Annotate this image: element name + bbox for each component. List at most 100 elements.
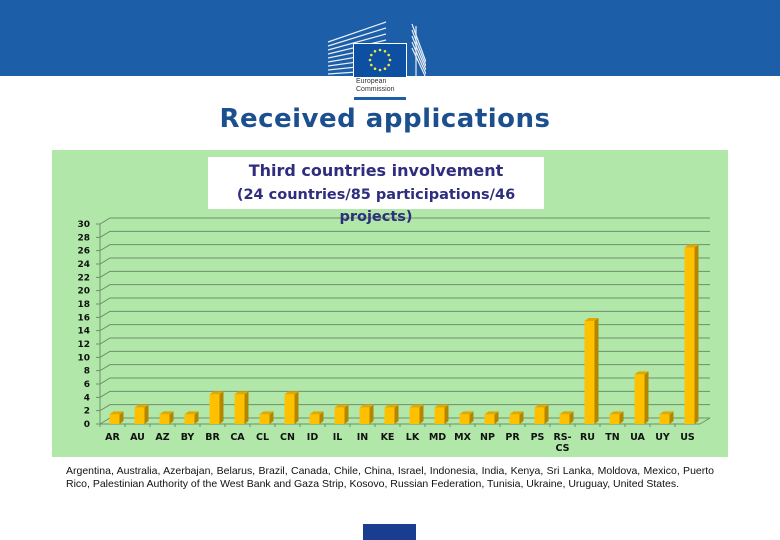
gridline bbox=[96, 350, 710, 358]
bar-ru bbox=[584, 321, 595, 424]
y-tick-label: 10 bbox=[77, 353, 90, 363]
bar-side bbox=[419, 404, 424, 424]
y-tick-label: 16 bbox=[77, 313, 90, 323]
gridline bbox=[96, 364, 710, 372]
eu-flag-icon bbox=[327, 21, 427, 100]
gridline bbox=[96, 270, 710, 278]
y-tick-label: 22 bbox=[77, 273, 90, 283]
chart-title: Third countries involvement bbox=[248, 161, 504, 180]
gridline bbox=[96, 377, 710, 385]
bar-top bbox=[184, 411, 199, 415]
gridline bbox=[96, 337, 710, 345]
bar-top bbox=[484, 411, 499, 415]
x-tick-label: PS bbox=[531, 432, 545, 443]
country-list-footnote: Argentina, Australia, Azerbajan, Belarus… bbox=[66, 465, 714, 490]
bar-side bbox=[319, 411, 324, 424]
x-tick-label: MD bbox=[429, 432, 446, 443]
bar-in bbox=[359, 407, 370, 424]
bar-top bbox=[559, 411, 574, 415]
y-tick-label: 20 bbox=[77, 287, 90, 297]
bar-by bbox=[184, 414, 195, 424]
bar-cl bbox=[259, 414, 270, 424]
bar-ua bbox=[634, 374, 645, 424]
x-tick-label: UA bbox=[630, 432, 645, 443]
bar-ke bbox=[384, 407, 395, 424]
y-tick-label: 24 bbox=[77, 260, 90, 270]
bar-side bbox=[469, 411, 474, 424]
bar-top bbox=[534, 404, 549, 408]
bar-top bbox=[584, 318, 599, 321]
bar-us bbox=[684, 247, 695, 424]
bar-br bbox=[209, 394, 220, 424]
y-tick-label: 4 bbox=[84, 393, 90, 403]
bar-side bbox=[244, 391, 249, 424]
bar-side bbox=[444, 404, 449, 424]
bar-ps bbox=[534, 407, 545, 424]
bar-np bbox=[484, 414, 495, 424]
bar-top bbox=[284, 391, 299, 395]
bar-side bbox=[144, 404, 149, 424]
bar-top bbox=[634, 371, 649, 375]
bar-side bbox=[344, 404, 349, 424]
chart-subtitle: (24 countries/85 participations/46 proje… bbox=[236, 187, 516, 225]
bar-side bbox=[269, 411, 274, 424]
bar-side bbox=[619, 411, 624, 424]
bar-side bbox=[194, 411, 199, 424]
bar-side bbox=[669, 411, 674, 424]
bar-side bbox=[294, 391, 299, 424]
x-tick-label: RU bbox=[580, 432, 595, 443]
bar-top bbox=[309, 411, 324, 415]
x-tick-label: BY bbox=[181, 432, 195, 443]
x-tick-label: ID bbox=[307, 432, 319, 443]
x-tick-label: UY bbox=[655, 432, 670, 443]
bar-top bbox=[459, 411, 474, 415]
bar-pr bbox=[509, 414, 520, 424]
bar-top bbox=[684, 244, 699, 248]
bar-top bbox=[234, 391, 249, 395]
bar-side bbox=[544, 404, 549, 424]
bar-top bbox=[609, 411, 624, 415]
bar-ar bbox=[109, 414, 120, 424]
bar-top bbox=[159, 411, 174, 415]
logo-text-line1: European bbox=[356, 78, 387, 85]
bar-side bbox=[219, 391, 224, 424]
gridline bbox=[96, 324, 710, 332]
gridline bbox=[96, 257, 710, 265]
x-tick-label: AU bbox=[130, 432, 145, 443]
x-tick-label: MX bbox=[454, 432, 471, 443]
bar-tn bbox=[609, 414, 620, 424]
bar-top bbox=[509, 411, 524, 415]
gridline bbox=[96, 310, 710, 318]
x-axis-depth bbox=[699, 417, 711, 425]
bar-top bbox=[359, 404, 374, 408]
slide-title: Received applications bbox=[219, 104, 551, 134]
bar-top bbox=[659, 411, 674, 415]
bar-side bbox=[694, 244, 699, 424]
bar-lk bbox=[409, 407, 420, 424]
footer-bar bbox=[363, 524, 416, 540]
x-tick-label: BR bbox=[205, 432, 220, 443]
y-tick-label: 30 bbox=[77, 220, 90, 230]
chart-title-box: Third countries involvement (24 countrie… bbox=[208, 157, 544, 225]
bar-side bbox=[644, 371, 649, 424]
bar-top bbox=[134, 404, 149, 408]
y-tick-label: 28 bbox=[77, 233, 90, 243]
x-tick-label: US bbox=[680, 432, 695, 443]
y-tick-label: 14 bbox=[77, 327, 90, 337]
bar-top bbox=[334, 404, 349, 408]
bar-rs-cs bbox=[559, 414, 570, 424]
x-tick-label: IL bbox=[333, 432, 343, 443]
bar-side bbox=[519, 411, 524, 424]
y-tick-label: 12 bbox=[77, 340, 90, 350]
x-tick-label: RS- bbox=[553, 432, 571, 443]
x-tick-label: CN bbox=[280, 432, 295, 443]
bar-side bbox=[494, 411, 499, 424]
y-tick-label: 6 bbox=[84, 380, 90, 390]
gridline bbox=[96, 390, 710, 398]
x-tick-label: TN bbox=[605, 432, 619, 443]
gridline bbox=[96, 230, 710, 238]
gridline bbox=[96, 244, 710, 252]
x-tick-label: CS bbox=[556, 443, 570, 454]
logo-text-line2: Commission bbox=[356, 86, 395, 93]
